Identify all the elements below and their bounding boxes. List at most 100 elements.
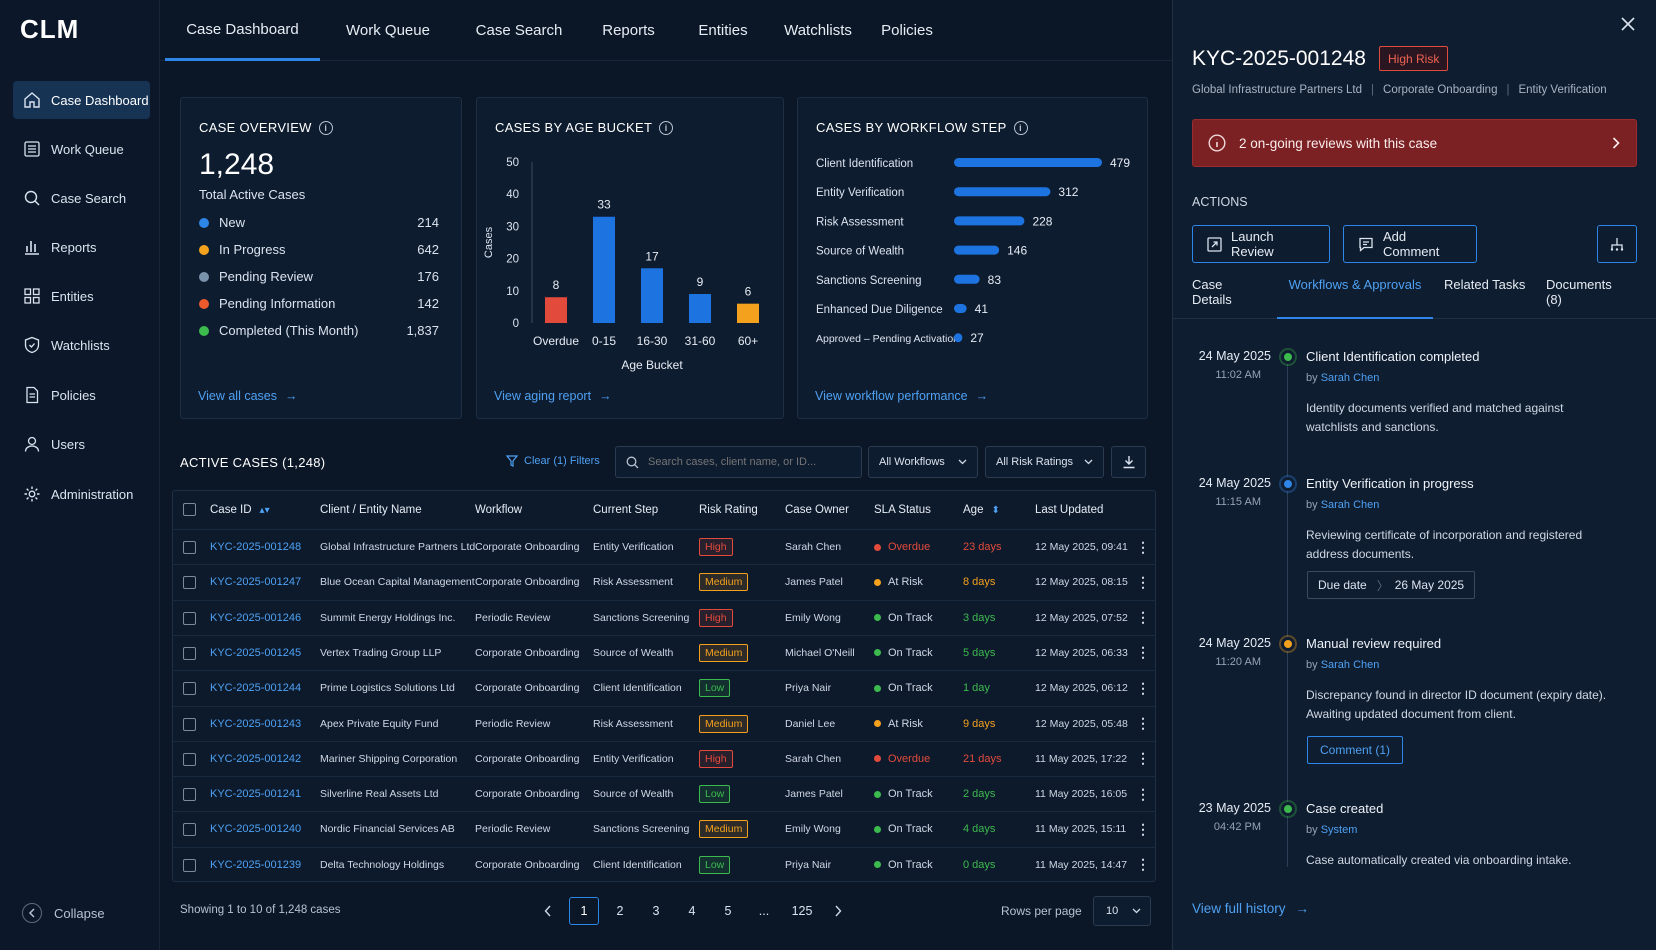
- row-checkbox[interactable]: [183, 752, 196, 766]
- more-options-icon[interactable]: ⋮: [1136, 644, 1150, 661]
- table-row[interactable]: KYC-2025-001245 Vertex Trading Group LLP C…: [173, 634, 1155, 670]
- comment-button[interactable]: Comment (1): [1307, 736, 1404, 764]
- case-id-link[interactable]: KYC-2025-001242: [210, 752, 302, 765]
- timeline-author[interactable]: Sarah Chen: [1320, 659, 1380, 671]
- more-options-icon[interactable]: ⋮: [1136, 679, 1150, 696]
- download-button[interactable]: [1111, 446, 1146, 478]
- panel-tab[interactable]: Documents (8): [1546, 277, 1628, 319]
- rows-per-page-select[interactable]: 10: [1093, 896, 1151, 926]
- table-row[interactable]: KYC-2025-001241 Silverline Real Assets Lt…: [173, 776, 1155, 811]
- row-checkbox[interactable]: [183, 788, 196, 802]
- case-id-link[interactable]: KYC-2025-001248: [210, 541, 302, 553]
- row-checkbox[interactable]: [183, 858, 196, 872]
- more-options-icon[interactable]: ⋮: [1136, 856, 1150, 873]
- sidebar-item-work-queue[interactable]: Work Queue: [13, 130, 150, 168]
- sidebar-item-policies[interactable]: Policies: [13, 376, 150, 414]
- timeline-author[interactable]: System: [1320, 824, 1358, 836]
- page-button[interactable]: 4: [688, 904, 696, 918]
- case-id-link[interactable]: KYC-2025-001246: [210, 611, 302, 624]
- prev-page-button[interactable]: [538, 897, 558, 925]
- sidebar-item-watchlists[interactable]: Watchlists: [13, 326, 150, 364]
- status-row: Completed (This Month) 1,837: [199, 323, 439, 338]
- view-full-history-link[interactable]: View full history →: [1192, 901, 1309, 916]
- info-icon[interactable]: i: [318, 120, 333, 135]
- client-name: Mariner Shipping Corporation: [320, 752, 458, 765]
- table-row[interactable]: KYC-2025-001242 Mariner Shipping Corporat…: [173, 740, 1155, 776]
- page-button[interactable]: 5: [724, 904, 732, 918]
- row-checkbox[interactable]: [183, 823, 196, 837]
- select-all-checkbox[interactable]: [183, 503, 196, 516]
- case-id-link[interactable]: KYC-2025-001247: [210, 576, 302, 589]
- panel-tab[interactable]: Related Tasks: [1444, 277, 1526, 319]
- info-icon[interactable]: i: [1013, 120, 1028, 135]
- sidebar-item-case-search[interactable]: Case Search: [13, 179, 150, 217]
- table-row[interactable]: KYC-2025-001240 Nordic Financial Services…: [173, 811, 1155, 846]
- more-options-icon[interactable]: ⋮: [1136, 785, 1150, 802]
- case-id-link[interactable]: KYC-2025-001243: [210, 717, 302, 730]
- sidebar-item-entities[interactable]: Entities: [13, 277, 150, 315]
- row-checkbox[interactable]: [183, 541, 196, 554]
- workflow-filter-select[interactable]: All Workflows: [868, 446, 978, 478]
- timeline-line: [1287, 355, 1288, 867]
- case-id-link[interactable]: KYC-2025-001239: [210, 858, 302, 871]
- search-field[interactable]: [648, 456, 848, 468]
- add-comment-button[interactable]: Add Comment: [1343, 225, 1477, 263]
- tab-work-queue[interactable]: Work Queue: [346, 22, 430, 39]
- row-checkbox[interactable]: [183, 646, 196, 660]
- timeline-author[interactable]: Sarah Chen: [1320, 372, 1380, 384]
- launch-review-button[interactable]: Launch Review: [1192, 225, 1330, 263]
- next-page-button[interactable]: [828, 897, 848, 925]
- page-button[interactable]: 3: [652, 904, 660, 918]
- panel-tab[interactable]: Workflows & Approvals: [1277, 277, 1433, 319]
- search-input[interactable]: [615, 446, 862, 478]
- info-icon[interactable]: i: [659, 120, 674, 135]
- page-button[interactable]: 1: [569, 897, 599, 925]
- sidebar-item-case-dashboard[interactable]: Case Dashboard: [13, 81, 150, 119]
- view-workflow-performance-link[interactable]: View workflow performance →: [815, 389, 988, 403]
- column-header[interactable]: Age ⬍: [963, 491, 1000, 529]
- table-row[interactable]: KYC-2025-001248 Global Infrastructure Par…: [173, 529, 1155, 564]
- table-row[interactable]: KYC-2025-001243 Apex Private Equity Fund P…: [173, 705, 1155, 741]
- case-id-link[interactable]: KYC-2025-001240: [210, 823, 302, 836]
- sla-status: Overdue: [888, 752, 931, 765]
- page-button[interactable]: 125: [791, 904, 813, 918]
- more-options-icon[interactable]: ⋮: [1136, 538, 1150, 555]
- row-checkbox[interactable]: [183, 611, 196, 625]
- tab-reports[interactable]: Reports: [602, 22, 655, 39]
- table-row[interactable]: KYC-2025-001244 Prime Logistics Solutions…: [173, 670, 1155, 705]
- table-row[interactable]: KYC-2025-001239 Delta Technology Holdings…: [173, 846, 1155, 882]
- case-id-link[interactable]: KYC-2025-001244: [210, 682, 302, 695]
- sidebar-item-administration[interactable]: Administration: [13, 475, 150, 513]
- clear-filters-button[interactable]: Clear (1) Filters: [506, 455, 600, 467]
- collapse-button[interactable]: Collapse: [22, 903, 105, 923]
- timeline-author[interactable]: Sarah Chen: [1320, 499, 1380, 511]
- sidebar-item-reports[interactable]: Reports: [13, 228, 150, 266]
- row-checkbox[interactable]: [183, 682, 196, 696]
- more-options-icon[interactable]: ⋮: [1136, 750, 1150, 767]
- row-checkbox[interactable]: [183, 717, 196, 731]
- risk-filter-select[interactable]: All Risk Ratings: [985, 446, 1104, 478]
- more-options-icon[interactable]: ⋮: [1136, 609, 1150, 626]
- table-row[interactable]: KYC-2025-001246 Summit Energy Holdings In…: [173, 599, 1155, 635]
- tab-case-search[interactable]: Case Search: [475, 22, 563, 39]
- table-row[interactable]: KYC-2025-001247 Blue Ocean Capital Manage…: [173, 564, 1155, 599]
- close-icon[interactable]: [1620, 16, 1636, 32]
- page-button[interactable]: 2: [616, 904, 624, 918]
- case-id-link[interactable]: KYC-2025-001241: [210, 788, 302, 801]
- view-aging-report-link[interactable]: View aging report →: [494, 389, 612, 403]
- panel-tab[interactable]: Case Details: [1192, 277, 1264, 319]
- hierarchy-button[interactable]: [1597, 225, 1637, 263]
- more-options-icon[interactable]: ⋮: [1136, 820, 1150, 837]
- more-options-icon[interactable]: ⋮: [1136, 573, 1150, 590]
- view-all-cases-link[interactable]: View all cases →: [198, 389, 297, 403]
- more-options-icon[interactable]: ⋮: [1136, 715, 1150, 731]
- tab-entities[interactable]: Entities: [698, 22, 748, 39]
- tab-policies[interactable]: Policies: [881, 22, 933, 39]
- sidebar-item-users[interactable]: Users: [13, 425, 150, 463]
- case-id-link[interactable]: KYC-2025-001245: [210, 646, 302, 659]
- tab-case-dashboard[interactable]: Case Dashboard: [165, 0, 320, 61]
- row-checkbox[interactable]: [183, 576, 196, 590]
- ongoing-reviews-alert[interactable]: 2 on-going reviews with this case: [1192, 119, 1637, 167]
- column-header[interactable]: Case ID ▴▾: [210, 491, 270, 529]
- tab-watchlists[interactable]: Watchlists: [784, 22, 852, 39]
